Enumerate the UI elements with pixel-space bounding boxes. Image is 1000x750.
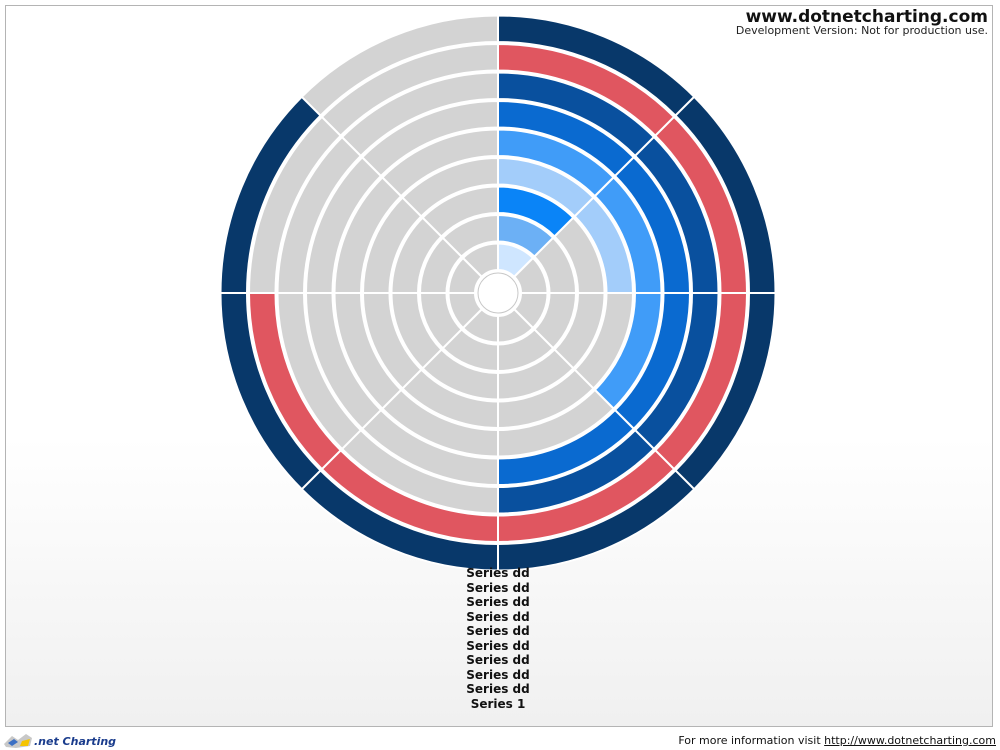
legend-entry: Series dd: [466, 667, 530, 682]
footer-info: For more information visit http://www.do…: [678, 734, 996, 747]
radial-background-segment: [461, 242, 499, 279]
watermark-subtitle: Development Version: Not for production …: [735, 24, 988, 37]
radial-background-segment: [360, 99, 499, 178]
legend: Series dd Series dd Series dd Series dd Seri…: [398, 566, 598, 711]
radial-background-segment: [401, 156, 499, 218]
legend-entry: Series dd: [466, 682, 530, 696]
radial-background-segment: [320, 42, 499, 138]
footer-info-prefix: For more information visit: [678, 734, 825, 747]
legend-entry: Series dd: [466, 638, 530, 653]
legend-entry: Series dd: [466, 653, 530, 667]
legend-entry: Series dd: [466, 609, 530, 624]
watermark-title[interactable]: www.dotnetcharting.com: [745, 7, 988, 27]
radial-background-segment: [380, 128, 499, 198]
radial-background-segment: [421, 185, 499, 238]
legend-entry: Series dd: [466, 624, 530, 638]
chart-center: [477, 272, 519, 314]
radial-background-segment: [300, 14, 499, 117]
dotnetcharting-logo[interactable]: .net Charting: [4, 733, 116, 749]
legend-entry: Series dd: [466, 580, 530, 595]
radial-chart: [219, 14, 777, 572]
radial-background-segment: [340, 71, 499, 158]
footer-link[interactable]: http://www.dotnetcharting.com: [824, 734, 996, 747]
logo-text: .net Charting: [34, 734, 117, 748]
logo-icon: [4, 734, 32, 748]
radial-background-segment: [441, 213, 499, 258]
legend-entry: Series dd: [466, 595, 530, 609]
legend-entry: Series 1: [470, 696, 526, 711]
legend-entry: Series dd: [466, 566, 530, 580]
